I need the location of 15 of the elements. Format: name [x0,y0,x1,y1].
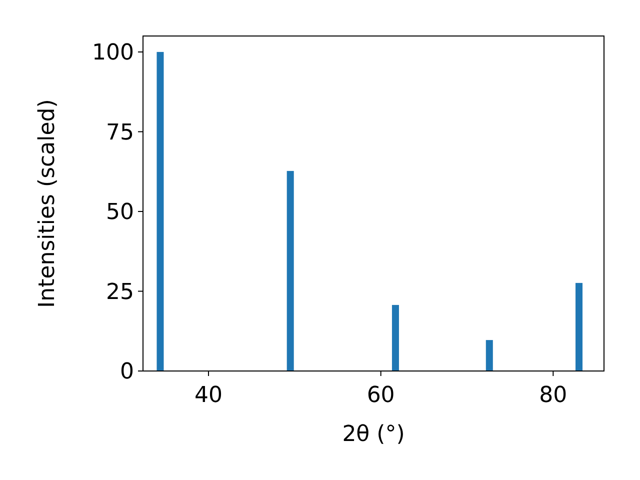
y-tick-label: 100 [92,40,134,66]
y-tick-label: 0 [120,360,134,385]
bar [286,170,294,371]
bar [392,304,399,371]
x-axis-title: 2θ (°) [342,422,405,447]
x-tick-label: 80 [539,383,568,408]
x-tick-label: 60 [366,383,395,408]
bar [156,52,164,371]
y-tick-label: 75 [106,120,134,146]
bar [486,340,493,371]
y-axis-title: Intensities (scaled) [35,99,60,308]
x-tick-label: 40 [194,383,222,408]
y-tick-label: 50 [106,200,134,226]
bar [576,282,583,371]
y-tick-label: 25 [106,280,134,305]
